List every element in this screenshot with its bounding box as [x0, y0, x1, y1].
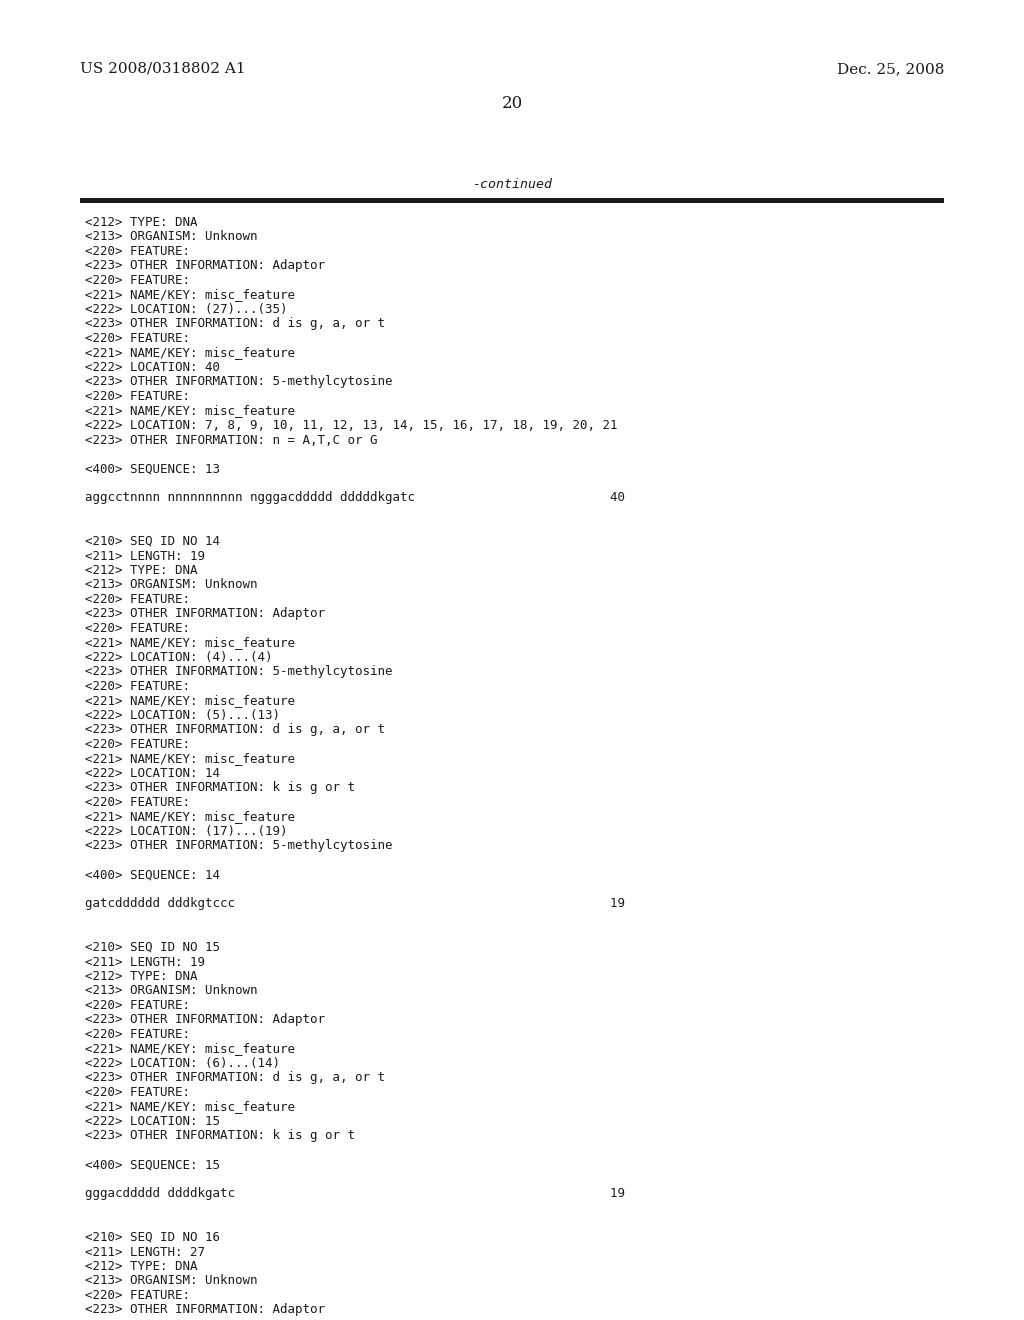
Text: <220> FEATURE:: <220> FEATURE:: [85, 593, 190, 606]
Text: <221> NAME/KEY: misc_feature: <221> NAME/KEY: misc_feature: [85, 404, 295, 417]
Text: <222> LOCATION: (5)...(13): <222> LOCATION: (5)...(13): [85, 709, 280, 722]
Text: <220> FEATURE:: <220> FEATURE:: [85, 796, 190, 809]
Text: <223> OTHER INFORMATION: Adaptor: <223> OTHER INFORMATION: Adaptor: [85, 1304, 325, 1316]
Text: <223> OTHER INFORMATION: k is g or t: <223> OTHER INFORMATION: k is g or t: [85, 781, 355, 795]
Text: <220> FEATURE:: <220> FEATURE:: [85, 1028, 190, 1041]
Text: <221> NAME/KEY: misc_feature: <221> NAME/KEY: misc_feature: [85, 1101, 295, 1114]
Text: 20: 20: [502, 95, 522, 112]
Text: <220> FEATURE:: <220> FEATURE:: [85, 246, 190, 257]
Text: <223> OTHER INFORMATION: n = A,T,C or G: <223> OTHER INFORMATION: n = A,T,C or G: [85, 433, 378, 446]
Text: <220> FEATURE:: <220> FEATURE:: [85, 1290, 190, 1302]
Text: <223> OTHER INFORMATION: Adaptor: <223> OTHER INFORMATION: Adaptor: [85, 607, 325, 620]
Text: <220> FEATURE:: <220> FEATURE:: [85, 738, 190, 751]
Text: <212> TYPE: DNA: <212> TYPE: DNA: [85, 1261, 198, 1272]
Text: <400> SEQUENCE: 13: <400> SEQUENCE: 13: [85, 462, 220, 475]
Text: <221> NAME/KEY: misc_feature: <221> NAME/KEY: misc_feature: [85, 346, 295, 359]
Text: <221> NAME/KEY: misc_feature: <221> NAME/KEY: misc_feature: [85, 694, 295, 708]
Text: <223> OTHER INFORMATION: d is g, a, or t: <223> OTHER INFORMATION: d is g, a, or t: [85, 723, 385, 737]
Text: <223> OTHER INFORMATION: 5-methylcytosine: <223> OTHER INFORMATION: 5-methylcytosin…: [85, 840, 392, 853]
Text: <221> NAME/KEY: misc_feature: <221> NAME/KEY: misc_feature: [85, 636, 295, 649]
Text: <223> OTHER INFORMATION: d is g, a, or t: <223> OTHER INFORMATION: d is g, a, or t: [85, 318, 385, 330]
Text: <220> FEATURE:: <220> FEATURE:: [85, 275, 190, 286]
Text: <211> LENGTH: 27: <211> LENGTH: 27: [85, 1246, 205, 1258]
Text: <221> NAME/KEY: misc_feature: <221> NAME/KEY: misc_feature: [85, 752, 295, 766]
Text: <222> LOCATION: 15: <222> LOCATION: 15: [85, 1115, 220, 1129]
Text: <213> ORGANISM: Unknown: <213> ORGANISM: Unknown: [85, 985, 257, 998]
Text: <222> LOCATION: (27)...(35): <222> LOCATION: (27)...(35): [85, 304, 288, 315]
Text: <222> LOCATION: (4)...(4): <222> LOCATION: (4)...(4): [85, 651, 272, 664]
Text: <221> NAME/KEY: misc_feature: <221> NAME/KEY: misc_feature: [85, 1043, 295, 1056]
Text: <222> LOCATION: 14: <222> LOCATION: 14: [85, 767, 220, 780]
Text: <221> NAME/KEY: misc_feature: <221> NAME/KEY: misc_feature: [85, 810, 295, 824]
Text: <213> ORGANISM: Unknown: <213> ORGANISM: Unknown: [85, 1275, 257, 1287]
Text: -continued: -continued: [472, 178, 552, 191]
Text: <210> SEQ ID NO 16: <210> SEQ ID NO 16: [85, 1232, 220, 1243]
Text: <220> FEATURE:: <220> FEATURE:: [85, 622, 190, 635]
Text: <223> OTHER INFORMATION: d is g, a, or t: <223> OTHER INFORMATION: d is g, a, or t: [85, 1072, 385, 1085]
Text: <220> FEATURE:: <220> FEATURE:: [85, 999, 190, 1012]
Text: <223> OTHER INFORMATION: Adaptor: <223> OTHER INFORMATION: Adaptor: [85, 260, 325, 272]
Text: <222> LOCATION: (6)...(14): <222> LOCATION: (6)...(14): [85, 1057, 280, 1071]
Text: gggacddddd ddddkgatc                                                  19: gggacddddd ddddkgatc 19: [85, 1188, 625, 1200]
Text: <210> SEQ ID NO 15: <210> SEQ ID NO 15: [85, 941, 220, 954]
Text: <400> SEQUENCE: 14: <400> SEQUENCE: 14: [85, 869, 220, 882]
Text: <222> LOCATION: 7, 8, 9, 10, 11, 12, 13, 14, 15, 16, 17, 18, 19, 20, 21: <222> LOCATION: 7, 8, 9, 10, 11, 12, 13,…: [85, 418, 617, 432]
Text: <223> OTHER INFORMATION: 5-methylcytosine: <223> OTHER INFORMATION: 5-methylcytosin…: [85, 665, 392, 678]
Text: <213> ORGANISM: Unknown: <213> ORGANISM: Unknown: [85, 231, 257, 243]
Text: <210> SEQ ID NO 14: <210> SEQ ID NO 14: [85, 535, 220, 548]
Text: <212> TYPE: DNA: <212> TYPE: DNA: [85, 970, 198, 983]
Text: Dec. 25, 2008: Dec. 25, 2008: [837, 62, 944, 77]
Text: <223> OTHER INFORMATION: k is g or t: <223> OTHER INFORMATION: k is g or t: [85, 1130, 355, 1143]
Text: <220> FEATURE:: <220> FEATURE:: [85, 1086, 190, 1100]
Bar: [80, 198, 944, 203]
Text: <220> FEATURE:: <220> FEATURE:: [85, 680, 190, 693]
Text: <223> OTHER INFORMATION: 5-methylcytosine: <223> OTHER INFORMATION: 5-methylcytosin…: [85, 375, 392, 388]
Text: <211> LENGTH: 19: <211> LENGTH: 19: [85, 956, 205, 969]
Text: gatcdddddd dddkgtccc                                                  19: gatcdddddd dddkgtccc 19: [85, 898, 625, 911]
Text: <222> LOCATION: 40: <222> LOCATION: 40: [85, 360, 220, 374]
Text: <400> SEQUENCE: 15: <400> SEQUENCE: 15: [85, 1159, 220, 1172]
Text: <220> FEATURE:: <220> FEATURE:: [85, 333, 190, 345]
Text: aggcctnnnn nnnnnnnnnn ngggacddddd dddddkgatc                          40: aggcctnnnn nnnnnnnnnn ngggacddddd dddddk…: [85, 491, 625, 504]
Text: US 2008/0318802 A1: US 2008/0318802 A1: [80, 62, 246, 77]
Text: <222> LOCATION: (17)...(19): <222> LOCATION: (17)...(19): [85, 825, 288, 838]
Text: <212> TYPE: DNA: <212> TYPE: DNA: [85, 216, 198, 228]
Text: <223> OTHER INFORMATION: Adaptor: <223> OTHER INFORMATION: Adaptor: [85, 1014, 325, 1027]
Text: <221> NAME/KEY: misc_feature: <221> NAME/KEY: misc_feature: [85, 289, 295, 301]
Text: <211> LENGTH: 19: <211> LENGTH: 19: [85, 549, 205, 562]
Text: <220> FEATURE:: <220> FEATURE:: [85, 389, 190, 403]
Text: <212> TYPE: DNA: <212> TYPE: DNA: [85, 564, 198, 577]
Text: <213> ORGANISM: Unknown: <213> ORGANISM: Unknown: [85, 578, 257, 591]
